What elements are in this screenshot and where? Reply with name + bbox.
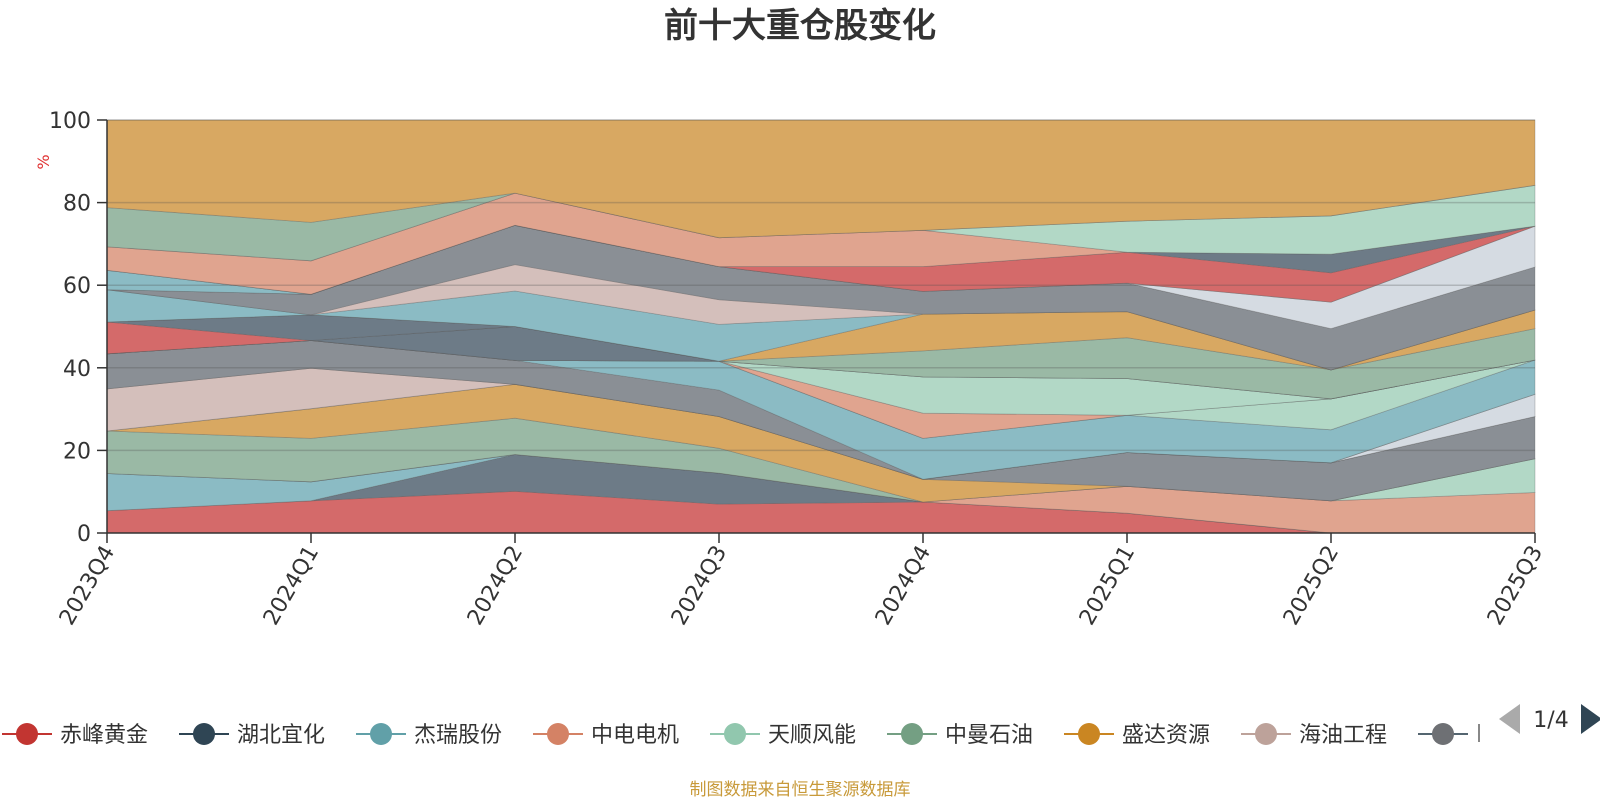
y-tick-label: 0: [77, 522, 91, 547]
legend-marker-icon: [1432, 723, 1454, 745]
legend-label: 中曼石油: [945, 723, 1033, 748]
y-tick-label: 100: [49, 109, 91, 134]
legend-page-indicator: 1/4: [1533, 708, 1568, 733]
legend-marker-icon: [370, 723, 392, 745]
legend-label: 盛达资源: [1122, 723, 1210, 748]
area-band-30: [106, 119, 1536, 239]
y-ticks: 0 20 40 60 80 100: [49, 109, 107, 547]
x-tick-label: 2024Q3: [667, 542, 732, 630]
legend-item[interactable]: 赤峰黄金: [2, 723, 148, 748]
legend-item[interactable]: 杰瑞股份: [356, 723, 502, 748]
legend-label: 赤峰黄金: [60, 723, 148, 748]
legend-marker-icon: [1255, 723, 1277, 745]
x-tick-label: 2025Q3: [1483, 542, 1548, 630]
y-tick-label: 40: [63, 357, 91, 382]
y-axis-label: %: [34, 154, 53, 169]
y-tick-label: 80: [63, 192, 91, 217]
y-tick-label: 60: [63, 274, 91, 299]
legend-label: 杰瑞股份: [414, 723, 502, 748]
legend-marker-icon: [547, 723, 569, 745]
legend-item[interactable]: 湖北宜化: [179, 723, 325, 748]
axes: [106, 120, 1535, 534]
grid-lines: [107, 119, 1535, 452]
legend-item[interactable]: 海油工程: [1241, 723, 1387, 748]
x-ticks: 2023Q4 2024Q1 2024Q2 2024Q3 2024Q4 2025Q1 2025…: [55, 533, 1548, 630]
x-tick-label: 2023Q4: [55, 542, 120, 630]
area-band-1: [106, 454, 1535, 534]
legend[interactable]: 赤峰黄金 湖北宜化 杰瑞股份 中电电机 天顺风能 中曼石油 盛达资源 海油工程: [2, 723, 1480, 748]
legend-label: 海油工程: [1299, 723, 1387, 748]
legend-pager: 1/4: [1499, 704, 1600, 734]
data-source-note: 制图数据来自恒生聚源数据库: [690, 780, 911, 800]
y-tick-label: 20: [63, 439, 91, 464]
legend-item[interactable]: [1418, 723, 1480, 745]
legend-next-icon[interactable]: [1581, 704, 1600, 734]
legend-label: 天顺风能: [768, 723, 856, 748]
legend-clipped-label: [1478, 724, 1480, 742]
x-tick-label: 2025Q2: [1279, 542, 1344, 630]
legend-marker-icon: [193, 723, 215, 745]
chart-title: 前十大重仓股变化: [664, 6, 936, 46]
legend-prev-icon[interactable]: [1499, 704, 1520, 734]
x-tick-label: 2024Q1: [259, 542, 324, 630]
legend-marker-icon: [724, 723, 746, 745]
plot-areas: [106, 119, 1536, 534]
legend-item[interactable]: 中曼石油: [887, 723, 1033, 748]
legend-item[interactable]: 中电电机: [533, 723, 679, 748]
legend-marker-icon: [16, 723, 38, 745]
legend-item[interactable]: 天顺风能: [710, 723, 856, 748]
legend-label: 中电电机: [591, 723, 679, 748]
x-tick-label: 2024Q4: [871, 542, 936, 630]
area-band-20: [106, 289, 1536, 371]
legend-item[interactable]: 盛达资源: [1064, 723, 1210, 748]
x-tick-label: 2024Q2: [463, 542, 528, 630]
legend-marker-icon: [1078, 723, 1100, 745]
x-tick-label: 2025Q1: [1075, 542, 1140, 630]
legend-marker-icon: [901, 723, 923, 745]
legend-label: 湖北宜化: [237, 723, 325, 748]
